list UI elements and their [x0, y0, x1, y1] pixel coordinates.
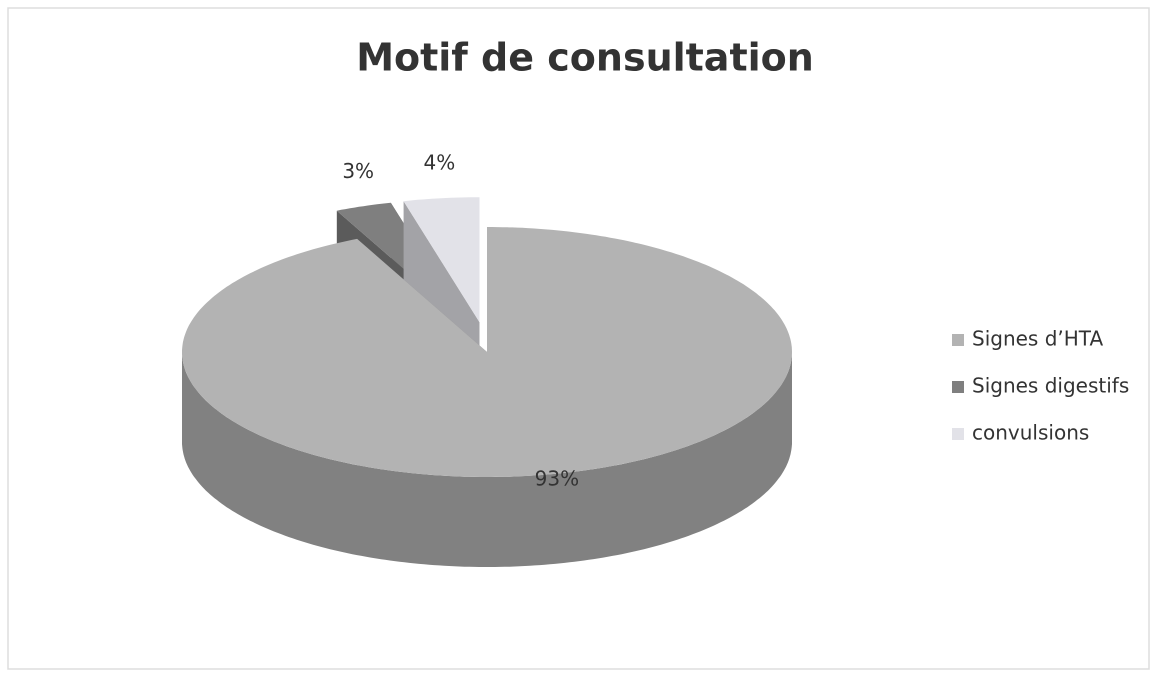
- legend-swatch: [952, 381, 964, 393]
- data-label: 3%: [342, 159, 374, 183]
- slice: [182, 227, 792, 477]
- legend-label: convulsions: [972, 421, 1089, 445]
- slice: [403, 197, 480, 323]
- data-label: 93%: [535, 467, 579, 491]
- slice-side: [182, 352, 792, 567]
- data-label: 4%: [423, 151, 455, 175]
- legend-swatch: [952, 428, 964, 440]
- legend-label: Signes digestifs: [972, 374, 1129, 398]
- chart-title: Motif de consultation: [356, 36, 814, 80]
- legend-swatch: [952, 334, 964, 346]
- legend-label: Signes d’HTA: [972, 327, 1103, 351]
